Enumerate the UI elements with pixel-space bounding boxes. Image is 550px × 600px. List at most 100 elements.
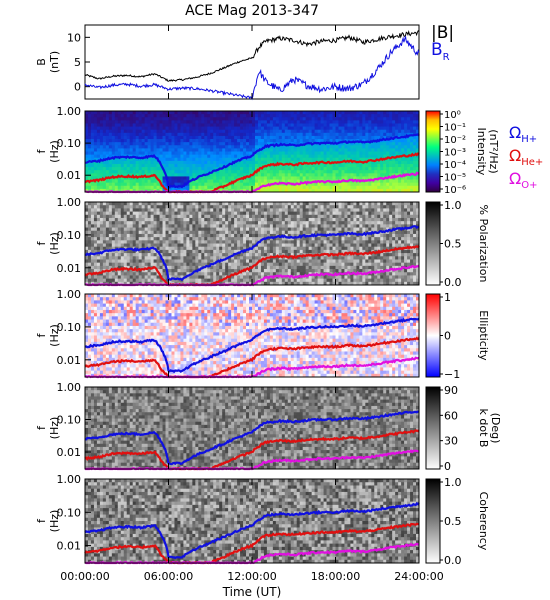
colorbar-tick-label: 10⁻² (444, 135, 466, 146)
panel-kdotb: 1.00 0.10 0.01 f (Hz) 90 60 30 0 k dot B (Deg) (35, 381, 502, 473)
colorbar-tick-label: 10⁰ (444, 110, 461, 121)
x-tick-label: 06:00:00 (144, 570, 193, 583)
gyro-legend-entry: ΩH+ (509, 123, 537, 145)
x-tick-label: 12:00:00 (227, 570, 276, 583)
chart-title: ACE Mag 2013-347 (185, 3, 319, 19)
colorbar-tick-label: 1.0 (444, 199, 462, 212)
x-axis-label: Time (UT) (222, 585, 282, 599)
colorbar-tick-label: 90 (444, 384, 458, 397)
panel-coherency: 1.00 0.10 0.01 f (Hz) 1.0 0.5 0.0 Coherency (35, 473, 490, 567)
y-tick-label: 0.01 (57, 262, 82, 275)
colorbar: 1 0 −1 Ellipticity (425, 291, 490, 381)
plot-frame (84, 24, 420, 100)
colorbar-tick-label: 10⁻⁶ (444, 185, 466, 196)
colorbar-title: % Polarization (477, 205, 490, 283)
colorbar-tick-label: 10⁻⁴ (444, 160, 466, 171)
y-axis-unit: (Hz) (48, 232, 61, 255)
gyro-line-h (85, 133, 420, 189)
colorbar-scale (425, 201, 441, 286)
series-line-b-total (84, 29, 420, 82)
colorbar-tick-label: 0.0 (444, 554, 462, 567)
colorbar-scale (425, 478, 441, 564)
gyro-line-h (84, 317, 420, 374)
y-tick-label: 0.01 (57, 169, 82, 182)
colorbar-tick-label: 1 (444, 291, 451, 304)
y-tick-label: 0.01 (57, 446, 82, 459)
y-tick-label: 1.00 (57, 381, 82, 394)
y-tick-label: 0 (74, 81, 81, 94)
y-tick-label: 1.00 (57, 288, 82, 301)
y-tick-label: 1.00 (57, 105, 82, 118)
y-tick-label: 0.10 (57, 229, 82, 242)
colorbar-scale (425, 293, 441, 378)
gyro-line-h (84, 225, 420, 282)
colorbar: 1.0 0.5 0.0 % Polarization (425, 199, 490, 289)
gyro-legend: ΩH+ΩHe+ΩO+ (509, 123, 543, 191)
legend: |B|BR (431, 23, 454, 63)
colorbar-scale (425, 110, 441, 193)
gyro-line-he (84, 244, 420, 287)
colorbar-tick-label: 60 (444, 409, 458, 422)
gyro-legend-entry: ΩO+ (509, 169, 537, 191)
gyro-line-h (84, 410, 420, 466)
x-axis: Time (UT) 00:00:00 06:00:00 12:00:00 18:00:… (60, 25, 444, 599)
heatmap-image (85, 387, 420, 470)
gyro-line-he (84, 522, 420, 565)
panel-polarization: 1.00 0.10 0.01 f (Hz) 1.0 0.5 0.0 % Polarization (35, 196, 490, 289)
panel-spectrogram: 1.00 0.10 0.01 f (Hz) 10⁰ 10⁻¹10⁻² 10⁻³10⁻⁴ 10⁻⁵… (35, 105, 543, 196)
colorbar-tick-label: 0.5 (444, 238, 462, 251)
legend-entry: BR (431, 40, 450, 63)
panel-magnitude: 0 5 10 B (nT) |B|BR (35, 23, 454, 101)
colorbar-unit: (Deg) (489, 413, 502, 444)
y-axis-unit: (Hz) (48, 324, 61, 347)
colorbar-title: Intensity (475, 128, 488, 176)
gyro-line-h (84, 502, 420, 560)
colorbar-tick-label: −1 (444, 368, 460, 381)
y-tick-label: 0.10 (57, 137, 82, 150)
colorbar-unit: (nT²/Hz) (487, 129, 500, 173)
y-tick-label: 0.01 (57, 540, 82, 553)
gyro-legend-entry: ΩHe+ (509, 146, 543, 168)
y-axis-unit: (Hz) (48, 417, 61, 440)
colorbar-tick-label: 0.5 (444, 515, 462, 528)
y-axis-label: f (35, 240, 48, 245)
x-tick-label: 00:00:00 (60, 570, 109, 583)
y-tick-label: 0.01 (57, 354, 82, 367)
colorbar-tick-label: 30 (444, 435, 458, 448)
colorbar-title: Ellipticity (477, 310, 490, 361)
y-tick-label: 1.00 (57, 196, 82, 209)
gyro-line-he (84, 429, 420, 471)
colorbar: 90 60 30 0 k dot B (Deg) (425, 384, 502, 473)
y-axis-label: f (35, 332, 48, 337)
colorbar-tick-label: 10⁻³ (444, 148, 466, 159)
y-tick-label: 0.10 (57, 414, 82, 427)
x-tick-label: 18:00:00 (311, 570, 360, 583)
y-tick-label: 5 (74, 56, 81, 69)
y-axis-label: f (35, 518, 48, 523)
y-axis-unit: (Hz) (48, 510, 61, 533)
heatmap-image (85, 294, 420, 378)
colorbar-scale (425, 386, 441, 470)
y-tick-label: 0.10 (57, 321, 82, 334)
legend-entry: |B| (431, 23, 454, 43)
y-tick-label: 0.10 (57, 506, 82, 519)
colorbar-tick-label: 0.0 (444, 276, 462, 289)
colorbar-tick-label: 1.0 (444, 476, 462, 489)
colorbar-title: Coherency (477, 492, 490, 551)
y-axis-unit: (Hz) (48, 140, 61, 163)
colorbar-title: k dot B (477, 409, 490, 448)
y-axis-label: f (35, 425, 48, 430)
y-tick-label: 1.00 (57, 473, 82, 486)
x-tick-label: 24:00:00 (394, 570, 443, 583)
gyro-line-he (84, 152, 420, 194)
colorbar-tick-label: 10⁻⁵ (444, 173, 466, 184)
y-axis-label: f (35, 148, 48, 153)
colorbar: 1.0 0.5 0.0 Coherency (425, 476, 490, 567)
colorbar-tick-label: 0 (444, 460, 451, 473)
gyro-line-he (84, 336, 420, 379)
colorbar-tick-label: 10⁻¹ (444, 123, 466, 134)
y-axis-label: B (35, 58, 48, 66)
colorbar: 10⁰ 10⁻¹10⁻² 10⁻³10⁻⁴ 10⁻⁵10⁻⁶ Intensity (nT²… (425, 110, 500, 196)
